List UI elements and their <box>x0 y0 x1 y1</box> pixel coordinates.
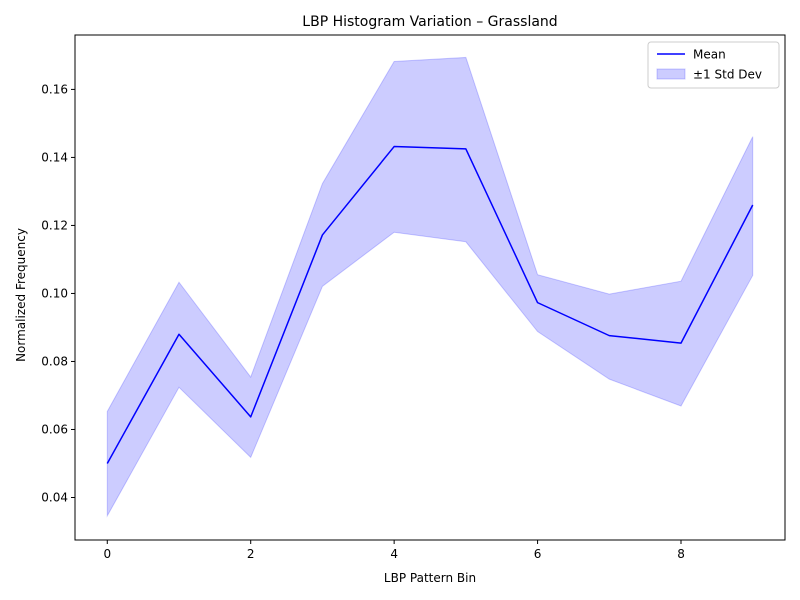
plot-area <box>106 56 754 518</box>
plot-frame <box>74 34 786 541</box>
y-tick-label: 0.14 <box>41 150 68 164</box>
x-tick-label: 6 <box>534 547 542 561</box>
x-tick-label: 8 <box>677 547 685 561</box>
legend-std-dev-swatch <box>656 68 686 80</box>
x-tick-label: 2 <box>247 547 255 561</box>
chart-title: LBP Histogram Variation – Grassland <box>302 14 557 30</box>
y-tick-label: 0.06 <box>41 422 68 436</box>
std-dev-band <box>106 56 754 518</box>
y-tick-label: 0.12 <box>41 218 68 232</box>
y-axis-label: Normalized Frequency <box>14 228 28 362</box>
mean-points <box>107 146 753 464</box>
mean-line <box>106 145 754 464</box>
y-tick-label: 0.08 <box>41 354 68 368</box>
legend-std-dev-label: ±1 Std Dev <box>693 68 762 82</box>
x-tick-label: 4 <box>390 547 398 561</box>
y-axis-ticks: 0.04 0.06 0.08 0.10 0.12 0.14 0.16 <box>41 82 75 504</box>
x-tick-label: 0 <box>103 547 111 561</box>
y-tick-label: 0.04 <box>41 490 68 504</box>
legend-mean-label: Mean <box>693 48 726 62</box>
x-axis-ticks: 0 2 4 6 8 <box>103 540 685 561</box>
legend: Mean ±1 Std Dev <box>647 41 780 89</box>
y-tick-label: 0.10 <box>41 286 68 300</box>
y-tick-label: 0.16 <box>41 82 68 96</box>
x-axis-label: LBP Pattern Bin <box>384 571 476 585</box>
